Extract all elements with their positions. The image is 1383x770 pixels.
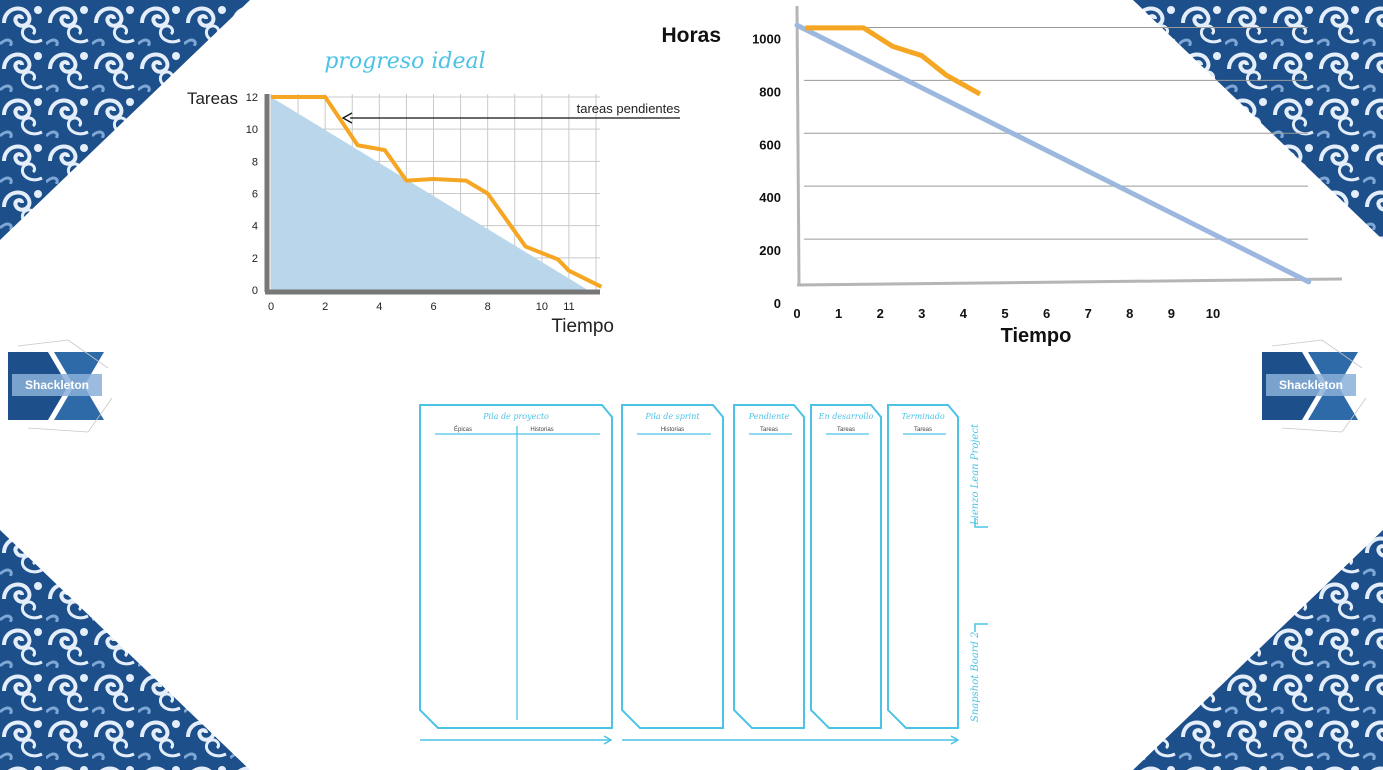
board-column-title: Pila de proyecto — [482, 412, 549, 421]
chart1-ideal-area — [271, 97, 588, 290]
chart2-xtick-label: 0 — [793, 306, 800, 321]
board-column-sub-label: Tareas — [837, 427, 855, 433]
board-flow-arrow-right-head — [950, 735, 960, 745]
chart2-xtick-label: 2 — [877, 306, 884, 321]
board-column-sub-label: Épicas — [454, 426, 472, 433]
chart1-xtick-label: 0 — [268, 301, 274, 313]
chart2-xtick-label: 9 — [1168, 306, 1175, 321]
chart2-ylabel: Horas — [661, 24, 721, 47]
board-column-sub-label: Tareas — [914, 427, 932, 433]
logo-left: Shackleton — [8, 339, 113, 433]
chart1-xlabel: Tiempo — [551, 316, 614, 337]
chart2-ytick-label: 1000 — [752, 31, 781, 46]
chart1-ytick-label: 4 — [252, 221, 258, 233]
chart1-ytick-label: 2 — [252, 253, 258, 265]
board-column-sub-label: Historias — [661, 427, 684, 433]
chart2-xtick-label: 10 — [1206, 306, 1220, 321]
chart2-xtick-label: 8 — [1126, 306, 1133, 321]
chart1-xtick-label: 8 — [485, 301, 491, 313]
chart1-ytick-label: 8 — [252, 156, 258, 168]
chart1-xtick-label: 10 — [536, 301, 548, 313]
chart2-xtick-label: 5 — [1001, 306, 1008, 321]
chart2-ytick-label: 0 — [774, 296, 781, 311]
chart2-xlabel: Tiempo — [1001, 325, 1072, 347]
chart2-actual-line — [805, 25, 982, 97]
board-column — [621, 404, 724, 729]
board-side-mark-1 — [974, 518, 988, 528]
corner-pattern-top-left — [0, 0, 250, 240]
chart2-ytick-label: 800 — [759, 84, 781, 99]
chart2-y-axis — [795, 5, 801, 286]
corner-pattern-bottom-right — [1133, 530, 1383, 770]
chart2-xtick-label: 1 — [835, 306, 842, 321]
board-column — [733, 404, 805, 729]
chart2-xtick-label: 6 — [1043, 306, 1050, 321]
board-column-title: Pila de sprint — [644, 412, 700, 421]
chart2-ytick-label: 200 — [759, 243, 781, 258]
chart1-arrow-head — [341, 112, 353, 124]
chart1-xtick-label: 2 — [322, 301, 328, 313]
corner-pattern-top-right — [1133, 0, 1383, 240]
chart1-annotation-ideal: progreso ideal — [324, 49, 485, 74]
chart1-grid — [270, 94, 600, 291]
board-column — [810, 404, 882, 729]
chart2-xtick-label: 3 — [918, 306, 925, 321]
chart1-xtick-label: 6 — [430, 301, 436, 313]
chart2-xtick-label: 4 — [960, 306, 968, 321]
chart1-axes — [264, 94, 600, 295]
logo-right-text: Shackleton — [1279, 378, 1343, 392]
board-column-sub-label: Historias — [530, 427, 553, 433]
chart1-ytick-label: 0 — [252, 285, 258, 297]
board-side-label-lean: Lienzo Lean Project — [970, 423, 981, 526]
chart1-actual-line — [271, 95, 603, 289]
board-column-title: Terminado — [901, 412, 944, 421]
logo-right: Shackleton — [1262, 339, 1367, 433]
chart1-xtick-label: 11 — [563, 301, 574, 313]
board-side-mark-2 — [974, 623, 988, 632]
corner-pattern-bottom-left — [0, 530, 250, 770]
board-column — [887, 404, 959, 729]
logo-left-text: Shackleton — [25, 378, 89, 392]
board-side-label-snapshot: Snapshot Board 2 — [970, 632, 981, 723]
chart1-ytick-label: 6 — [252, 189, 258, 201]
chart1-annotation-pending: tareas pendientes — [577, 101, 681, 116]
board-column-title: Pendiente — [748, 412, 790, 421]
chart1-xtick-label: 4 — [376, 301, 382, 313]
board-column — [419, 404, 613, 729]
chart2-xtick-label: 7 — [1085, 306, 1092, 321]
board-column-sub-label: Tareas — [760, 427, 778, 433]
chart2-x-axis — [796, 277, 1343, 287]
board-column-title: En desarrollo — [818, 412, 874, 421]
chart2-ytick-label: 400 — [759, 190, 781, 205]
chart2-ytick-label: 600 — [759, 137, 781, 152]
board-flow-arrow-left-head — [603, 735, 613, 745]
